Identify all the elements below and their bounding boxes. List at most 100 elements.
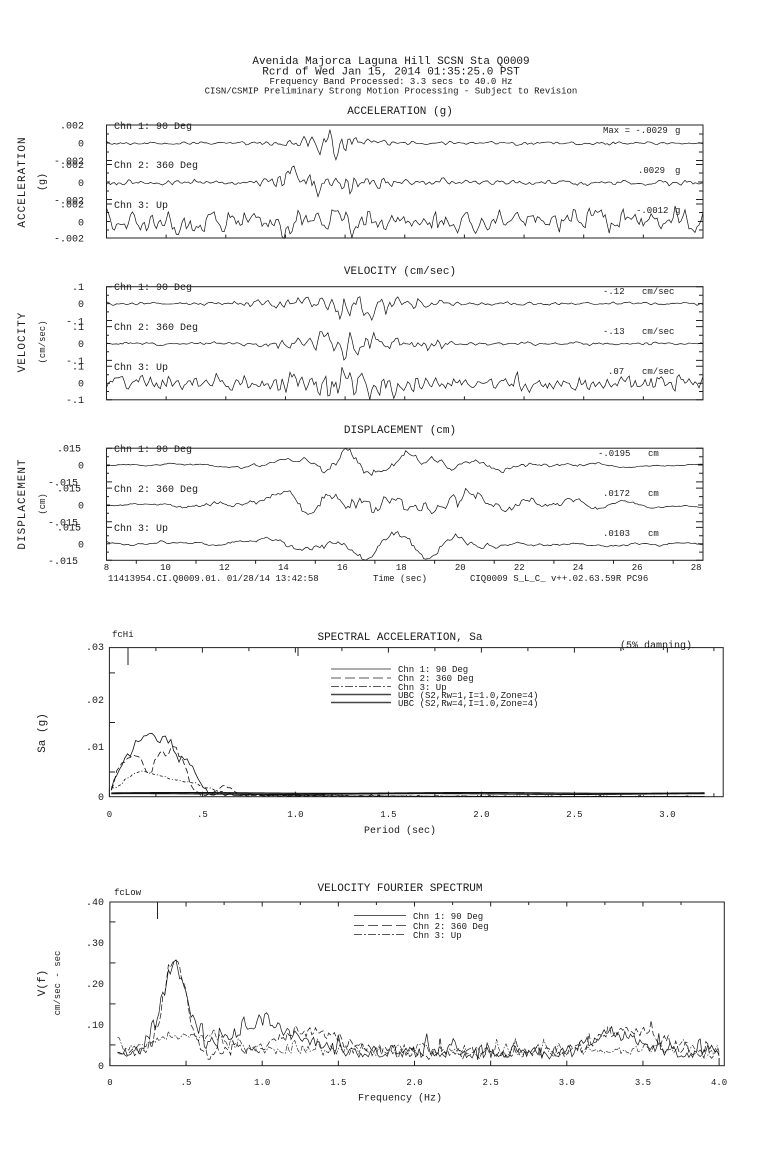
svg-text:.5: .5: [197, 810, 208, 820]
svg-text:-.1: -.1: [66, 396, 84, 407]
svg-text:0: 0: [107, 1078, 112, 1088]
svg-text:(5% damping): (5% damping): [620, 640, 692, 652]
svg-text:10: 10: [160, 563, 171, 573]
svg-text:CISN/CSMIP Preliminary Strong: CISN/CSMIP Preliminary Strong Motion Pro…: [205, 87, 578, 97]
svg-text:Frequency Band Processed: 3.3: Frequency Band Processed: 3.3 secs to 40…: [269, 77, 512, 87]
svg-text:4.0: 4.0: [711, 1078, 727, 1088]
svg-text:.40: .40: [86, 898, 104, 909]
svg-text:VELOCITY FOURIER SPECTRUM: VELOCITY FOURIER SPECTRUM: [317, 883, 482, 895]
svg-text:.1: .1: [72, 363, 84, 374]
svg-text:VELOCITY: VELOCITY: [17, 312, 29, 373]
svg-text:28: 28: [691, 563, 702, 573]
svg-text:11413954.CI.Q0009.01. 01/28/14: 11413954.CI.Q0009.01. 01/28/14 13:42:58: [108, 574, 319, 584]
svg-text:SPECTRAL ACCELERATION, Sa: SPECTRAL ACCELERATION, Sa: [317, 632, 482, 644]
svg-text:.002: .002: [60, 201, 84, 212]
svg-text:.015: .015: [57, 445, 81, 456]
svg-text:.015: .015: [57, 524, 81, 535]
svg-text:.02: .02: [86, 696, 104, 707]
svg-text:Chn 1: 90 Deg: Chn 1: 90 Deg: [114, 121, 192, 133]
svg-text:Max = -.0029: Max = -.0029: [603, 126, 668, 136]
svg-text:cm: cm: [648, 529, 659, 539]
svg-text:Chn 1: 90 Deg: Chn 1: 90 Deg: [114, 444, 192, 456]
svg-text:8: 8: [104, 563, 109, 573]
svg-text:g: g: [675, 166, 680, 176]
svg-text:Chn 3: Up: Chn 3: Up: [413, 931, 462, 941]
svg-text:0: 0: [78, 380, 84, 391]
svg-text:CIQ0009 S_L_C_ v++.02.63.59R: CIQ0009 S_L_C_ v++.02.63.59R PC96: [470, 574, 648, 584]
svg-text:.01: .01: [86, 743, 104, 754]
svg-text:0: 0: [78, 502, 84, 513]
svg-text:cm: cm: [648, 449, 659, 459]
svg-text:2.5: 2.5: [483, 1078, 499, 1088]
svg-text:ACCELERATION (g): ACCELERATION (g): [347, 106, 453, 118]
svg-text:.07: .07: [608, 367, 624, 377]
svg-text:0: 0: [78, 140, 84, 151]
svg-text:(cm): (cm): [38, 493, 48, 515]
svg-text:Chn 1: 90 Deg: Chn 1: 90 Deg: [114, 282, 192, 294]
svg-text:.002: .002: [60, 122, 84, 133]
svg-text:Sa (g): Sa (g): [37, 713, 49, 753]
svg-text:24: 24: [573, 563, 584, 573]
svg-text:cm: cm: [648, 489, 659, 499]
svg-text:Period (sec): Period (sec): [364, 825, 436, 837]
svg-text:20: 20: [455, 563, 466, 573]
svg-text:cm/sec - sec: cm/sec - sec: [53, 951, 63, 1016]
svg-text:.0172: .0172: [603, 489, 630, 499]
svg-text:Time (sec): Time (sec): [373, 574, 427, 584]
svg-text:-.015: -.015: [48, 557, 78, 568]
svg-text:1.5: 1.5: [380, 810, 396, 820]
svg-text:Chn 3: Up: Chn 3: Up: [114, 362, 168, 374]
svg-text:-.002: -.002: [54, 235, 84, 246]
svg-text:.10: .10: [86, 1021, 104, 1032]
svg-text:Chn 1: 90 Deg: Chn 1: 90 Deg: [413, 912, 483, 922]
svg-text:1.0: 1.0: [254, 1078, 270, 1088]
svg-text:0: 0: [78, 179, 84, 190]
svg-text:14: 14: [278, 563, 289, 573]
svg-text:3.0: 3.0: [559, 1078, 575, 1088]
svg-text:.1: .1: [72, 283, 84, 294]
svg-text:(g): (g): [37, 173, 49, 191]
svg-text:DISPLACEMENT (cm): DISPLACEMENT (cm): [344, 425, 456, 437]
svg-text:.03: .03: [86, 643, 104, 654]
svg-text:UBC (S2,Rw=4,I=1.0,Zone=4): UBC (S2,Rw=4,I=1.0,Zone=4): [398, 699, 538, 709]
svg-text:Chn 3: Up: Chn 3: Up: [114, 523, 168, 535]
svg-text:0: 0: [107, 810, 112, 820]
svg-text:Chn 3: Up: Chn 3: Up: [114, 200, 168, 212]
svg-text:.5: .5: [181, 1078, 192, 1088]
svg-text:1.0: 1.0: [287, 810, 303, 820]
svg-text:-.0195: -.0195: [598, 449, 630, 459]
svg-text:DISPLACEMENT: DISPLACEMENT: [17, 458, 29, 549]
svg-text:Chn 2: 360 Deg: Chn 2: 360 Deg: [114, 160, 198, 172]
svg-text:-.12: -.12: [603, 287, 625, 297]
svg-text:-.13: -.13: [603, 327, 625, 337]
svg-text:16: 16: [337, 563, 348, 573]
svg-text:.0029: .0029: [638, 166, 665, 176]
svg-text:VELOCITY (cm/sec): VELOCITY (cm/sec): [344, 266, 456, 278]
svg-text:(cm/sec): (cm/sec): [38, 320, 48, 363]
svg-text:0: 0: [78, 462, 84, 473]
svg-text:0: 0: [98, 1062, 104, 1073]
svg-text:ACCELERATION: ACCELERATION: [17, 136, 29, 227]
svg-text:0: 0: [98, 793, 104, 804]
svg-text:3.5: 3.5: [635, 1078, 651, 1088]
svg-text:-.0012: -.0012: [636, 206, 668, 216]
svg-text:0: 0: [78, 541, 84, 552]
svg-text:g: g: [675, 126, 680, 136]
svg-text:.30: .30: [86, 939, 104, 950]
svg-text:.015: .015: [57, 485, 81, 496]
svg-text:cm/sec: cm/sec: [642, 287, 674, 297]
svg-text:fcHi: fcHi: [112, 630, 134, 640]
svg-text:0: 0: [78, 219, 84, 230]
svg-text:2.0: 2.0: [473, 810, 489, 820]
svg-text:2.5: 2.5: [566, 810, 582, 820]
svg-text:12: 12: [219, 563, 230, 573]
svg-text:.002: .002: [60, 161, 84, 172]
svg-text:fcLow: fcLow: [114, 888, 142, 898]
svg-text:.1: .1: [72, 323, 84, 334]
svg-text:Chn 2: 360 Deg: Chn 2: 360 Deg: [114, 484, 198, 496]
svg-text:0: 0: [78, 340, 84, 351]
svg-text:18: 18: [396, 563, 407, 573]
svg-text:.0103: .0103: [603, 529, 630, 539]
svg-text:Frequency (Hz): Frequency (Hz): [358, 1092, 442, 1104]
svg-text:1.5: 1.5: [330, 1078, 346, 1088]
